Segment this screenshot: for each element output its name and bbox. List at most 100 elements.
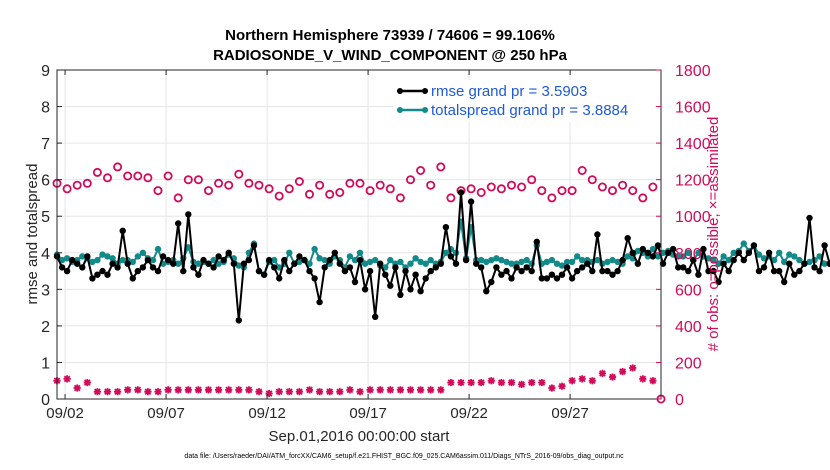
rmse-point xyxy=(639,245,646,253)
possible-obs-point xyxy=(375,180,385,190)
rmse-point xyxy=(609,271,616,278)
possible-obs-point xyxy=(608,186,618,196)
rmse-point xyxy=(79,264,86,271)
assimilated-obs-point xyxy=(103,388,112,396)
legend: rmse grand pr = 3.5903 totalspread grand… xyxy=(393,80,655,122)
rmse-point xyxy=(84,253,91,260)
assimilated-obs-point xyxy=(619,367,627,376)
possible-obs-point xyxy=(214,178,224,188)
rmse-point xyxy=(200,256,207,264)
possible-obs-point xyxy=(486,182,496,192)
totalspread-point xyxy=(417,258,424,266)
rmse-point xyxy=(240,260,248,267)
rmse-point xyxy=(791,271,798,278)
assimilated-obs-point xyxy=(538,378,546,387)
totalspread-point xyxy=(109,255,116,262)
rmse-point xyxy=(114,264,121,271)
possible-obs-point xyxy=(163,171,173,181)
assimilated-obs-point xyxy=(639,375,647,383)
rmse-point xyxy=(649,253,657,260)
rmse-point xyxy=(321,264,328,271)
totalspread-point xyxy=(478,256,485,264)
rmse-point xyxy=(664,249,672,256)
y2-tick-label: 400 xyxy=(675,319,702,336)
rmse-point xyxy=(483,288,490,295)
possible-obs-point xyxy=(173,193,183,203)
assimilated-obs-point xyxy=(477,378,485,387)
rmse-point xyxy=(579,264,586,271)
totalspread-point xyxy=(821,260,828,267)
possible-obs-point xyxy=(385,184,395,194)
assimilated-obs-point xyxy=(396,386,405,394)
totalspread-point xyxy=(427,256,434,264)
rmse-point xyxy=(124,260,131,267)
assimilated-obs-point xyxy=(225,386,233,394)
rmse-point xyxy=(69,256,76,264)
rmse-point xyxy=(306,267,313,275)
rmse-point xyxy=(619,256,626,264)
assimilated-obs-point xyxy=(406,386,415,394)
rmse-point xyxy=(397,291,404,298)
rmse-point xyxy=(513,264,520,271)
assimilated-obs-point xyxy=(235,386,243,394)
assimilated-obs-point xyxy=(366,386,374,394)
rmse-point xyxy=(175,220,182,227)
totalspread-point xyxy=(796,256,803,264)
totalspread-point xyxy=(139,249,147,256)
rmse-point xyxy=(134,267,141,275)
possible-obs-point xyxy=(446,193,456,203)
possible-obs-point xyxy=(62,184,72,194)
totalspread-point xyxy=(568,258,576,266)
possible-obs-point xyxy=(517,182,527,192)
rmse-point xyxy=(382,271,389,278)
x-tick-label: 09/27 xyxy=(551,405,589,422)
legend-spread-marker xyxy=(397,107,403,113)
rmse-point xyxy=(427,267,434,275)
rmse-point xyxy=(301,256,308,264)
totalspread-point xyxy=(311,245,318,253)
rmse-point xyxy=(159,253,167,260)
possible-obs-point xyxy=(547,193,557,203)
rmse-point xyxy=(508,275,515,282)
rmse-point xyxy=(574,267,581,275)
rmse-point xyxy=(235,317,242,324)
legend-rmse-marker xyxy=(422,88,428,94)
assimilated-obs-point xyxy=(275,388,283,396)
totalspread-point xyxy=(806,258,813,266)
rmse-point xyxy=(104,271,111,278)
rmse-point xyxy=(432,264,439,271)
rmse-point xyxy=(377,260,384,267)
rmse-point xyxy=(99,267,106,275)
rmse-point xyxy=(119,227,126,234)
totalspread-point xyxy=(154,245,162,253)
rmse-point xyxy=(109,260,116,267)
possible-obs-point xyxy=(274,191,284,201)
y2-tick-label: 1400 xyxy=(675,136,711,153)
rmse-point xyxy=(473,260,480,267)
rmse-point xyxy=(422,275,429,282)
possible-obs-point xyxy=(133,171,143,181)
totalspread-point xyxy=(129,258,136,266)
assimilated-obs-point xyxy=(649,377,657,385)
rmse-point xyxy=(462,256,470,264)
assimilated-obs-point xyxy=(497,378,506,387)
totalspread-point xyxy=(63,255,71,262)
possible-obs-point xyxy=(123,171,133,181)
rmse-point xyxy=(801,260,808,267)
y-tick-label: 8 xyxy=(41,100,50,117)
rmse-point xyxy=(624,235,631,242)
totalspread-point xyxy=(99,251,106,258)
assimilated-obs-point xyxy=(336,388,344,396)
rmse-point xyxy=(604,267,611,275)
assimilated-obs-point xyxy=(518,380,526,388)
rmse-point xyxy=(225,249,232,256)
legend-spread-marker xyxy=(422,107,428,113)
rmse-point xyxy=(210,264,217,271)
assimilated-obs-point xyxy=(467,378,475,387)
possible-obs-point xyxy=(466,184,476,194)
rmse-point xyxy=(629,249,636,256)
possible-obs-point xyxy=(496,184,506,194)
assimilated-obs-point xyxy=(73,384,81,392)
assimilated-obs-point xyxy=(568,377,576,385)
rmse-point xyxy=(821,242,828,249)
